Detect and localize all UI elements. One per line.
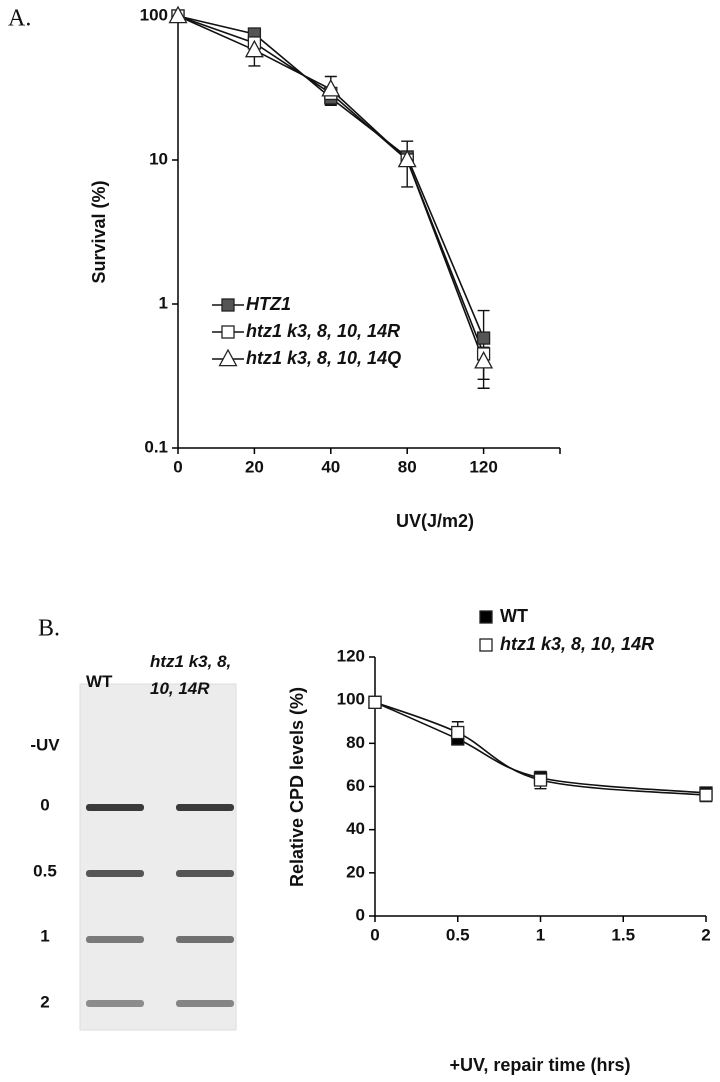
- marker: [321, 78, 341, 97]
- band: [176, 936, 234, 943]
- band: [86, 936, 144, 943]
- row-label: -UV: [30, 735, 60, 754]
- legend-label: htz1 k3, 8, 10, 14Q: [246, 348, 401, 368]
- marker: [474, 350, 494, 369]
- legend-marker: [221, 298, 235, 312]
- series-line: [374, 701, 707, 796]
- marker: [476, 331, 491, 345]
- legend-marker: [218, 348, 238, 367]
- legend-label: htz1 k3, 8, 10, 14R: [246, 321, 400, 341]
- y-tick-label: 100: [140, 5, 168, 24]
- y-tick-label: 0: [356, 905, 365, 924]
- y-axis-label: Survival (%): [89, 180, 109, 283]
- blot-membrane: [79, 683, 237, 1031]
- marker: [368, 695, 382, 709]
- band: [176, 804, 234, 811]
- x-tick-label: 0.5: [446, 925, 470, 944]
- x-tick-label: 0: [173, 457, 182, 476]
- x-tick-label: 2: [701, 925, 710, 944]
- y-tick-label: 0.1: [144, 437, 168, 456]
- x-tick-label: 1: [536, 925, 545, 944]
- legend-label: WT: [500, 606, 528, 626]
- x-tick-label: 40: [321, 457, 340, 476]
- row-label: 1: [40, 926, 49, 945]
- row-label: 0.5: [33, 861, 57, 880]
- legend-marker: [479, 638, 493, 652]
- legend-marker: [221, 325, 235, 339]
- marker: [451, 725, 465, 740]
- y-tick-label: 40: [346, 819, 365, 838]
- y-tick-label: 20: [346, 862, 365, 881]
- x-tick-label: 0: [370, 925, 379, 944]
- band: [86, 870, 144, 877]
- column-label: htz1 k3, 8, 10, 14R: [150, 652, 232, 698]
- legend-label: HTZ1: [246, 294, 291, 314]
- y-axis-label: Relative CPD levels (%): [287, 687, 307, 887]
- marker: [533, 773, 548, 787]
- row-label: 0: [40, 795, 49, 814]
- marker: [168, 5, 188, 24]
- band: [86, 1000, 144, 1007]
- band: [86, 804, 144, 811]
- y-tick-label: 60: [346, 776, 365, 795]
- series-line: [177, 15, 485, 339]
- x-tick-label: 1.5: [611, 925, 635, 944]
- legend-label: htz1 k3, 8, 10, 14R: [500, 634, 654, 654]
- x-axis-label: UV(J/m2): [396, 511, 474, 531]
- marker: [699, 788, 713, 802]
- blot-bands: [86, 804, 234, 1007]
- panel-label: A.: [8, 6, 31, 32]
- row-label: 2: [40, 992, 49, 1011]
- y-tick-label: 1: [159, 293, 168, 312]
- x-tick-label: 80: [398, 457, 417, 476]
- band: [176, 870, 234, 877]
- column-label: WT: [86, 672, 113, 691]
- marker: [397, 149, 417, 168]
- x-axis-label: +UV, repair time (hrs): [450, 1055, 631, 1075]
- band: [176, 1000, 234, 1007]
- y-tick-label: 10: [149, 149, 168, 168]
- marker: [244, 39, 264, 58]
- panel-label: B.: [38, 616, 60, 642]
- y-tick-label: 120: [337, 646, 365, 665]
- x-tick-label: 120: [469, 457, 497, 476]
- x-tick-label: 20: [245, 457, 264, 476]
- y-tick-label: 100: [337, 690, 365, 709]
- y-tick-label: 80: [346, 733, 365, 752]
- legend-marker: [479, 610, 493, 624]
